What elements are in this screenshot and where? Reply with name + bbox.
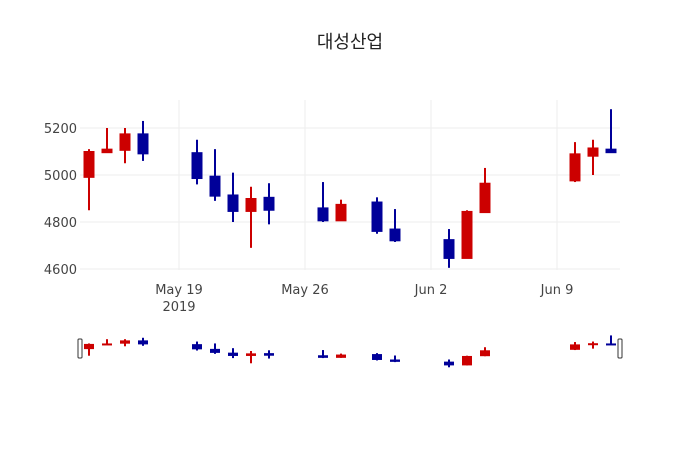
candle[interactable] (137, 120, 149, 161)
candle[interactable] (83, 149, 95, 211)
y-tick-label: 4800 (44, 216, 77, 231)
candle[interactable] (605, 109, 617, 154)
candle[interactable] (443, 229, 455, 268)
candle[interactable] (317, 182, 329, 222)
candle[interactable] (479, 167, 491, 214)
x-tick-label: Jun 9 (540, 283, 574, 298)
x-tick-label: May 19 (155, 283, 203, 298)
candle[interactable] (389, 209, 401, 242)
y-tick-label: 5000 (44, 169, 77, 184)
y-tick-label: 4600 (44, 263, 77, 278)
x-tick-label: Jun 2 (414, 283, 448, 298)
candle[interactable] (209, 149, 221, 201)
candle[interactable] (587, 139, 599, 175)
y-axis: 4600 4800 5000 5200 (44, 122, 77, 278)
range-slider-right-handle[interactable] (617, 338, 623, 359)
range-slider-left-handle[interactable] (77, 338, 83, 359)
candle[interactable] (119, 128, 131, 164)
candle[interactable] (569, 142, 581, 183)
candle[interactable] (263, 183, 275, 225)
candle[interactable] (371, 197, 383, 234)
range-slider[interactable] (77, 335, 623, 368)
candle[interactable] (227, 172, 239, 222)
candles[interactable] (83, 109, 617, 268)
candle[interactable] (101, 128, 113, 154)
candle[interactable] (245, 186, 257, 248)
x-tick-label: May 26 (281, 283, 329, 298)
x-tick-year-label: 2019 (162, 300, 195, 315)
candle[interactable] (191, 139, 203, 185)
y-tick-label: 5200 (44, 122, 77, 137)
gridlines (80, 100, 620, 270)
candle[interactable] (335, 199, 347, 222)
candle[interactable] (461, 210, 473, 259)
x-axis: May 19 2019 May 26 Jun 2 Jun 9 (155, 283, 573, 315)
chart-title: 대성산업 (316, 32, 384, 53)
